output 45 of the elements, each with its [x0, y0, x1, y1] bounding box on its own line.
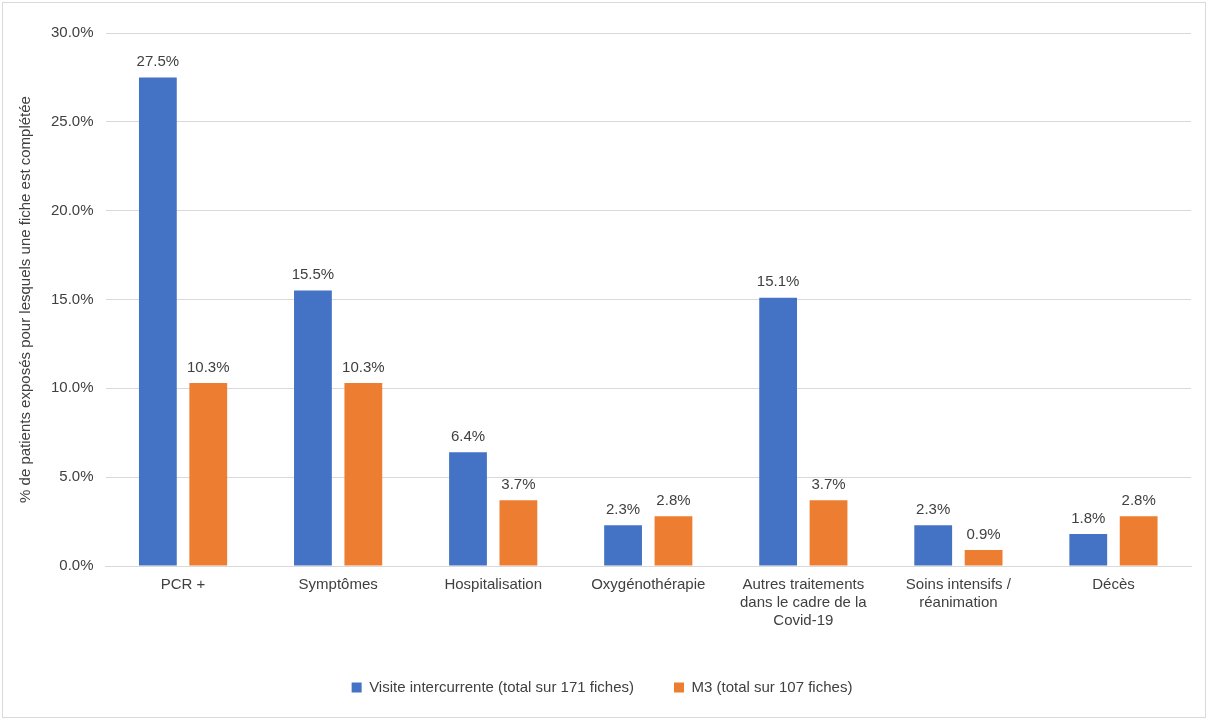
- data-label: 27.5%: [136, 52, 180, 70]
- bar: [138, 77, 177, 566]
- x-tick-label: PCR +: [160, 575, 206, 593]
- bar: [759, 297, 798, 566]
- data-label: 2.8%: [656, 490, 691, 508]
- y-tick-label: 10.0%: [50, 378, 94, 396]
- bar: [914, 525, 953, 566]
- x-tick-label: Symptômes: [298, 575, 378, 593]
- data-label: 3.7%: [501, 474, 536, 492]
- data-label: 10.3%: [186, 357, 230, 375]
- x-tick-label: Soins intensifs / réanimation: [905, 575, 1012, 611]
- bar: [604, 525, 642, 566]
- y-tick-label: 30.0%: [50, 23, 94, 41]
- y-tick-label: 25.0%: [50, 111, 94, 129]
- bar: [449, 452, 487, 566]
- y-tick-label: 0.0%: [59, 556, 94, 574]
- bar: [499, 500, 538, 566]
- x-tick-label: Décès: [1092, 575, 1135, 593]
- bar: [1119, 516, 1158, 566]
- data-label: 10.3%: [342, 357, 385, 375]
- bar: [964, 550, 1003, 566]
- x-tick-label: Hospitalisation: [444, 575, 542, 593]
- bar: [189, 383, 228, 566]
- data-label: 3.7%: [811, 474, 846, 492]
- legend-label: Visite intercurrente (total sur 171 fiches): [369, 677, 634, 695]
- y-axis-title: % de patients exposés pour lesquels une fiche est complétée: [16, 96, 34, 503]
- data-label: 2.3%: [916, 499, 951, 517]
- bar: [1069, 534, 1108, 566]
- y-tick-label: 15.0%: [50, 289, 94, 307]
- data-label: 6.4%: [450, 426, 486, 444]
- bar: [654, 516, 693, 566]
- data-label: 0.9%: [966, 524, 1001, 542]
- y-tick-label: 5.0%: [59, 467, 94, 485]
- data-label: 15.5%: [291, 265, 335, 283]
- legend-label: M3 (total sur 107 fiches): [691, 677, 853, 695]
- y-tick-label: 20.0%: [50, 200, 94, 218]
- data-label: 2.8%: [1121, 490, 1156, 508]
- bar: [294, 290, 332, 566]
- data-label: 2.3%: [605, 499, 641, 517]
- x-tick-label: Oxygénothérapie: [591, 575, 706, 593]
- bar: [344, 383, 383, 566]
- bar: [809, 500, 848, 566]
- data-label: 15.1%: [756, 272, 800, 290]
- x-tick-label: Autres traitements dans le cadre de la Covid-19: [739, 575, 868, 629]
- data-label: 1.8%: [1071, 508, 1106, 526]
